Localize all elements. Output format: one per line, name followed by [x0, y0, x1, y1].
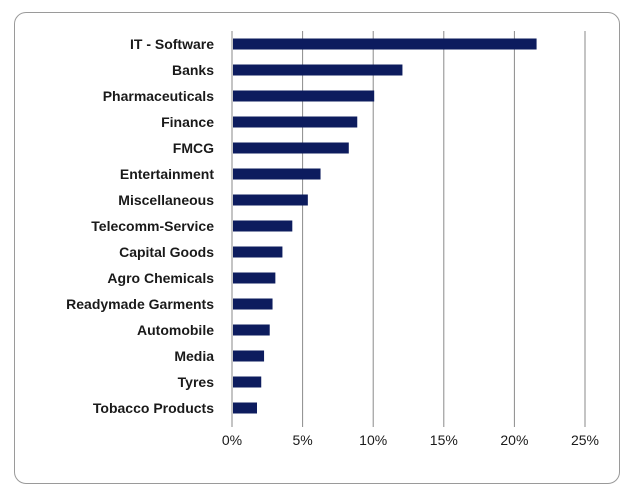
- category-label: Banks: [172, 62, 214, 78]
- bar: [233, 90, 375, 102]
- category-label: Capital Goods: [119, 244, 214, 260]
- tick-labels: 0% 5% 10% 15% 20% 25%: [222, 421, 599, 448]
- category-label: Tobacco Products: [93, 400, 214, 416]
- bar: [233, 168, 321, 180]
- category-label: FMCG: [173, 140, 214, 156]
- category-label: IT - Software: [130, 36, 214, 52]
- bar: [233, 246, 283, 258]
- bar: [233, 402, 258, 414]
- bar: [233, 142, 349, 154]
- category-label: Pharmaceuticals: [103, 88, 214, 104]
- category-label: Media: [174, 348, 214, 364]
- bar: [233, 376, 262, 388]
- bars: [233, 38, 537, 414]
- category-label: Agro Chemicals: [107, 270, 214, 286]
- tick-label: 10%: [359, 432, 387, 448]
- tick-label: 5%: [292, 432, 312, 448]
- category-label: Entertainment: [120, 166, 214, 182]
- bar: [233, 220, 293, 232]
- bar: [233, 350, 265, 362]
- bar: [233, 298, 273, 310]
- bar: [233, 116, 358, 128]
- bar: [233, 324, 270, 336]
- tick-label: 20%: [500, 432, 528, 448]
- bar: [233, 64, 403, 76]
- category-label: Miscellaneous: [118, 192, 214, 208]
- category-label: Automobile: [137, 322, 214, 338]
- bar-chart: IT - Software Banks Pharmaceuticals Finance…: [66, 31, 599, 448]
- category-label: Readymade Garments: [66, 296, 214, 312]
- bar: [233, 272, 276, 284]
- tick-label: 15%: [430, 432, 458, 448]
- tick-label: 0%: [222, 432, 242, 448]
- tick-label: 25%: [571, 432, 599, 448]
- category-label: Tyres: [178, 374, 215, 390]
- bar: [233, 194, 308, 206]
- category-labels: IT - Software Banks Pharmaceuticals Finance…: [66, 36, 214, 416]
- category-label: Finance: [161, 114, 214, 130]
- bar: [233, 38, 537, 50]
- category-label: Telecomm-Service: [91, 218, 214, 234]
